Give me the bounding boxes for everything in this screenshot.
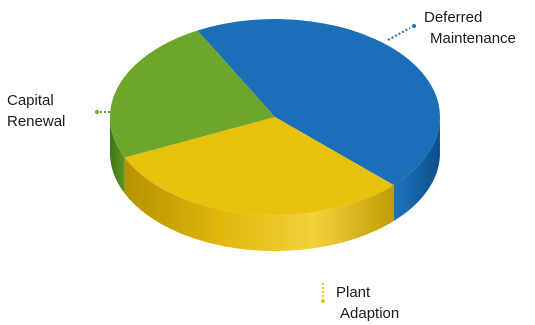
- slice-label-plant-adaption: Plant Adaption: [336, 284, 399, 322]
- pie-sides: [110, 118, 440, 251]
- leader-line-deferred-maintenance: [387, 27, 411, 41]
- slice-label-capital-renewal: Capital Renewal: [7, 92, 65, 130]
- pie-slice-deferred-maintenance: [197, 18, 441, 186]
- pie-slice-plant-adaption: [124, 117, 394, 215]
- slice-label-deferred-maintenance: Deferred Maintenance: [424, 9, 516, 47]
- leader-tip-capital-renewal: [95, 110, 99, 114]
- pie-side-deferred-maintenance: [393, 119, 440, 222]
- leader-tip-deferred-maintenance: [412, 24, 416, 28]
- pie-slice-capital-renewal: [110, 30, 275, 158]
- pie-side-plant-adaption: [124, 157, 394, 251]
- leader-tip-plant-adaption: [321, 299, 325, 303]
- pie-tops: [110, 18, 441, 215]
- pie-labels: Deferred Maintenance Plant Adaption Capital R…: [7, 9, 516, 322]
- pie-side-capital-renewal: [110, 118, 125, 194]
